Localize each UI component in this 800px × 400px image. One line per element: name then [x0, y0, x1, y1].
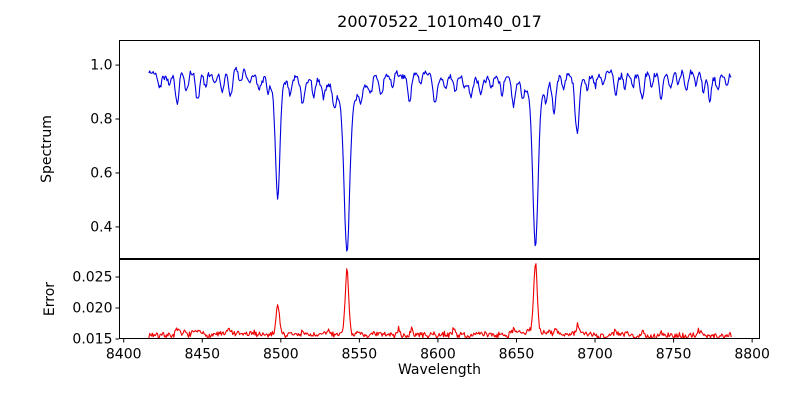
x-tick-label: 8700 [577, 346, 613, 362]
axes-frame-error [119, 259, 760, 339]
x-tick-label: 8750 [656, 346, 692, 362]
x-tick-label: 8800 [734, 346, 770, 362]
spectrum-line [148, 66, 732, 252]
chart-title: 20070522_1010m40_017 [337, 12, 542, 31]
x-tick-label: 8450 [184, 346, 220, 362]
x-tick-label: 8550 [342, 346, 378, 362]
x-tick-label: 8650 [499, 346, 535, 362]
y-tick-label: 0.6 [90, 166, 112, 182]
x-axis-label: Wavelength [397, 362, 482, 378]
error-line [148, 263, 732, 339]
y-tick-label: 0.8 [90, 112, 112, 128]
y-tick-label: 0.020 [72, 301, 112, 317]
y-tick-label: 1.0 [90, 58, 112, 74]
x-tick-label: 8600 [420, 346, 456, 362]
axes-frame-spectrum [119, 40, 760, 259]
y-tick-label: 0.4 [90, 220, 112, 236]
y-tick-label: 0.025 [72, 270, 112, 286]
x-tick-label: 8500 [263, 346, 299, 362]
x-tick-label: 8400 [106, 346, 142, 362]
y-tick-label: 0.015 [72, 332, 112, 348]
